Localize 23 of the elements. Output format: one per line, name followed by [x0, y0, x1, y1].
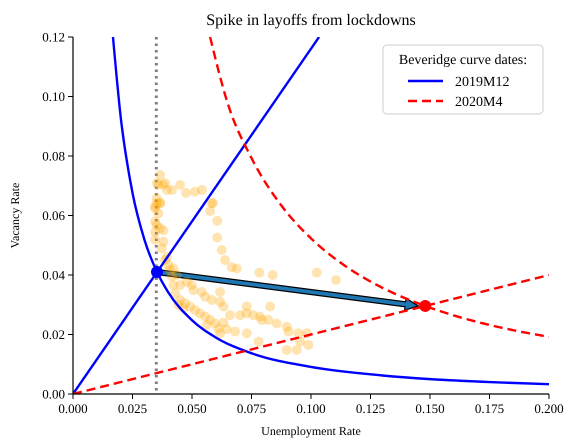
y-tick-label: 0.10 [42, 89, 65, 104]
y-tick-label: 0.02 [42, 327, 65, 342]
x-tick-label: 0.025 [118, 401, 148, 416]
x-tick-label: 0.000 [58, 401, 88, 416]
legend-label: 2019M12 [455, 74, 510, 90]
x-tick-label: 0.175 [474, 401, 504, 416]
y-axis-title: Vacancy Rate [8, 182, 22, 248]
y-tick-label: 0.12 [42, 30, 65, 45]
x-tick-label: 0.075 [236, 401, 266, 416]
y-tick-label: 0.08 [42, 148, 65, 164]
y-tick-label: 0.06 [42, 208, 66, 224]
x-tick-label: 0.125 [356, 401, 386, 416]
legend-title: Beveridge curve dates: [398, 53, 528, 68]
line-series [112, 37, 549, 386]
x-tick-label: 0.050 [177, 401, 207, 416]
chart-title: Spike in layoffs from lockdowns [206, 12, 416, 29]
y-tick-label: 0.00 [42, 386, 65, 402]
x-tick-label: 0.200 [534, 401, 564, 416]
x-tick-label: 0.150 [415, 401, 445, 416]
x-axis-title: Unemployment Rate [261, 424, 361, 438]
x-tick-label: 0.100 [296, 401, 326, 416]
y-tick-label: 0.04 [42, 268, 66, 283]
legend-label: 2020M4 [455, 94, 502, 110]
